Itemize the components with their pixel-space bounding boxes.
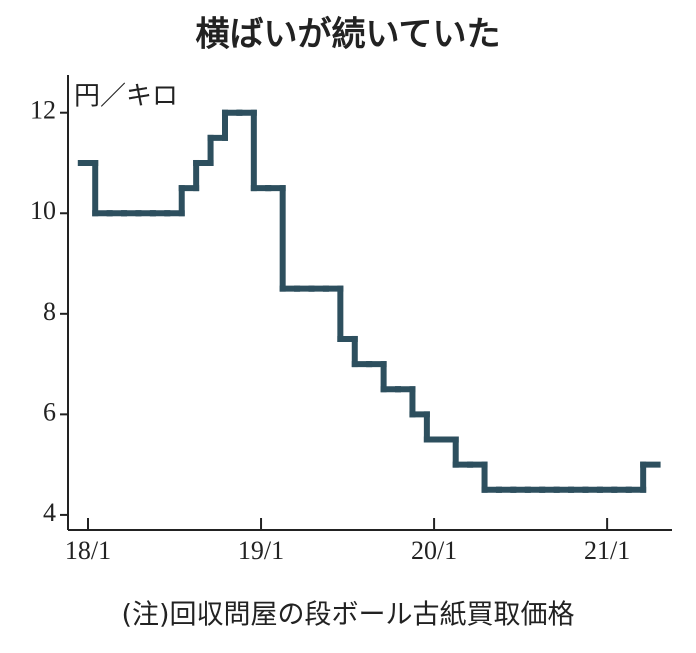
note: (注)回収問屋の段ボール古紙買取価格 <box>121 600 574 631</box>
x-tick-label: 20/1 <box>411 536 457 565</box>
y-unit: 円／キロ <box>74 82 178 112</box>
y-tick-label: 10 <box>30 196 56 225</box>
y-tick-label: 6 <box>43 397 56 426</box>
x-tick-label: 18/1 <box>65 536 111 565</box>
x-tick-label: 19/1 <box>238 536 284 565</box>
y-tick-label: 12 <box>30 96 56 125</box>
y-tick-label: 4 <box>43 498 56 527</box>
y-tick-label: 8 <box>43 297 56 326</box>
chart-title: 横ばいが続いていた <box>196 15 501 55</box>
x-tick-label: 21/1 <box>584 536 630 565</box>
